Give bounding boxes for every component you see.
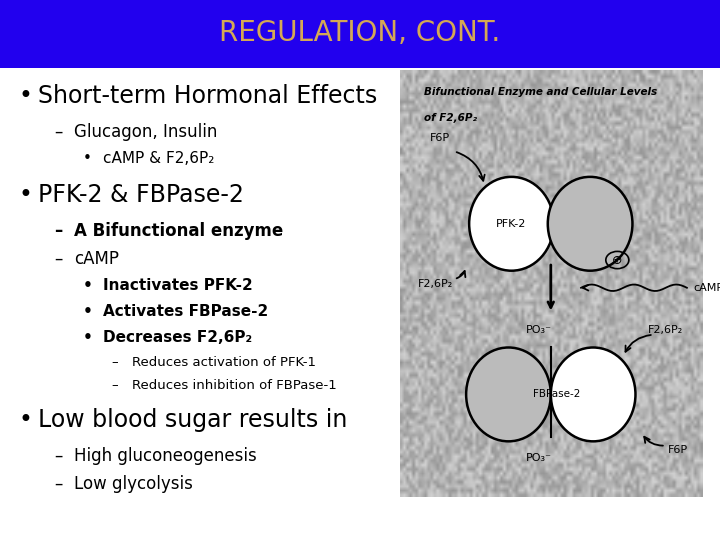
- Text: •: •: [83, 151, 91, 166]
- Ellipse shape: [548, 177, 632, 271]
- Text: –: –: [54, 123, 63, 140]
- Text: –: –: [112, 356, 118, 369]
- Ellipse shape: [551, 348, 636, 441]
- Text: F2,6P₂: F2,6P₂: [418, 279, 453, 288]
- Text: FBPase-2: FBPase-2: [534, 389, 580, 400]
- Text: Reduces activation of PFK-1: Reduces activation of PFK-1: [132, 356, 316, 369]
- Text: Low blood sugar results in: Low blood sugar results in: [38, 408, 348, 431]
- Text: –: –: [112, 379, 118, 392]
- Text: Decreases F2,6P₂: Decreases F2,6P₂: [103, 330, 252, 345]
- Text: Reduces inhibition of FBPase-1: Reduces inhibition of FBPase-1: [132, 379, 336, 392]
- Text: cAMP: cAMP: [74, 250, 120, 268]
- Text: A Bifunctional enzyme: A Bifunctional enzyme: [74, 222, 284, 240]
- Text: PO₃⁻: PO₃⁻: [526, 454, 552, 463]
- Ellipse shape: [469, 177, 554, 271]
- FancyBboxPatch shape: [0, 0, 720, 68]
- Text: REGULATION, CONT.: REGULATION, CONT.: [220, 19, 500, 48]
- Text: PO₃⁻: PO₃⁻: [526, 326, 552, 335]
- Text: •: •: [18, 408, 32, 431]
- Text: Inactivates PFK-2: Inactivates PFK-2: [103, 278, 253, 293]
- Ellipse shape: [466, 348, 551, 441]
- Text: •: •: [83, 304, 93, 319]
- Text: –: –: [54, 222, 62, 240]
- Text: Glucagon, Insulin: Glucagon, Insulin: [74, 123, 217, 140]
- Text: F6P: F6P: [430, 133, 450, 144]
- Text: Short-term Hormonal Effects: Short-term Hormonal Effects: [38, 84, 377, 107]
- Text: High gluconeogenesis: High gluconeogenesis: [74, 447, 257, 464]
- Text: •: •: [83, 278, 93, 293]
- Text: Activates FBPase-2: Activates FBPase-2: [103, 304, 269, 319]
- Text: –: –: [54, 250, 63, 268]
- Text: cAMP: cAMP: [693, 283, 720, 293]
- Text: –: –: [54, 447, 63, 464]
- Text: –: –: [54, 475, 63, 492]
- Text: cAMP & F2,6P₂: cAMP & F2,6P₂: [103, 151, 215, 166]
- Text: Bifunctional Enzyme and Cellular Levels: Bifunctional Enzyme and Cellular Levels: [424, 87, 657, 97]
- Text: of F2,6P₂: of F2,6P₂: [424, 113, 477, 123]
- Text: ⊕: ⊕: [612, 254, 623, 267]
- Text: •: •: [18, 84, 32, 107]
- Text: F6P: F6P: [667, 445, 688, 455]
- Text: Low glycolysis: Low glycolysis: [74, 475, 193, 492]
- Text: •: •: [83, 330, 93, 345]
- Text: F2,6P₂: F2,6P₂: [648, 326, 683, 335]
- Text: PFK-2 & FBPase-2: PFK-2 & FBPase-2: [38, 183, 244, 207]
- Text: PFK-2: PFK-2: [496, 219, 526, 229]
- Text: •: •: [18, 183, 32, 207]
